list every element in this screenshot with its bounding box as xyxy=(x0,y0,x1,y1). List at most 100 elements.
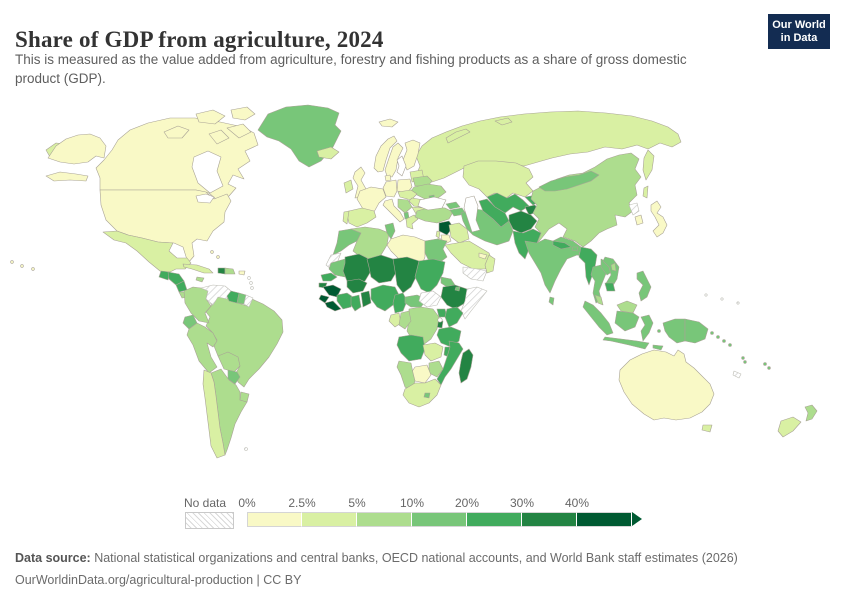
region-myanmar[interactable] xyxy=(578,246,598,286)
region-south-sudan[interactable] xyxy=(418,290,442,308)
region-haiti[interactable] xyxy=(217,267,226,275)
region-lesser-antilles-1[interactable] xyxy=(247,276,251,280)
region-oman[interactable] xyxy=(484,254,496,274)
region-philippines[interactable] xyxy=(636,270,652,302)
region-french-guiana[interactable] xyxy=(243,294,254,308)
region-micronesia-2[interactable] xyxy=(720,297,724,301)
region-peru[interactable] xyxy=(186,322,218,374)
region-russia-kamchatka[interactable] xyxy=(642,149,655,181)
region-papua-new-guinea[interactable] xyxy=(684,318,709,344)
region-sumatra[interactable] xyxy=(582,300,614,336)
region-lesser-antilles-3[interactable] xyxy=(250,286,254,290)
region-niger[interactable] xyxy=(366,254,398,284)
region-dominican-republic[interactable] xyxy=(224,267,236,275)
region-malaysia-borneo[interactable] xyxy=(616,300,638,314)
region-iraq[interactable] xyxy=(448,222,470,244)
region-alaska[interactable] xyxy=(47,133,107,165)
region-kalimantan[interactable] xyxy=(614,310,640,332)
region-portugal[interactable] xyxy=(342,210,350,225)
region-bahamas-2[interactable] xyxy=(216,255,220,259)
legend-bin-3[interactable] xyxy=(412,512,467,527)
region-novaya-zemlya[interactable] xyxy=(445,128,471,144)
owid-logo[interactable]: Our World in Data xyxy=(768,14,830,49)
region-senegal[interactable] xyxy=(320,272,338,282)
region-tasmania[interactable] xyxy=(701,424,713,433)
region-hawaii-1[interactable] xyxy=(10,260,14,264)
region-nepal[interactable] xyxy=(552,240,572,250)
region-new-zealand-north[interactable] xyxy=(804,404,818,422)
region-cambodia[interactable] xyxy=(604,282,616,292)
region-colombia[interactable] xyxy=(183,286,212,324)
region-chad[interactable] xyxy=(392,256,420,294)
region-north-korea[interactable] xyxy=(628,202,640,216)
region-madagascar[interactable] xyxy=(458,348,474,384)
region-guyana[interactable] xyxy=(226,290,240,304)
region-vanuatu-1[interactable] xyxy=(741,356,745,360)
region-togo-benin[interactable] xyxy=(360,290,372,308)
region-micronesia-3[interactable] xyxy=(736,301,740,305)
region-france[interactable] xyxy=(356,186,387,213)
region-china[interactable] xyxy=(530,152,642,248)
region-vanuatu-2[interactable] xyxy=(743,360,747,364)
region-finland[interactable] xyxy=(402,139,421,171)
region-south-africa[interactable] xyxy=(402,378,442,408)
region-guinea[interactable] xyxy=(322,284,342,298)
region-mongolia[interactable] xyxy=(538,170,600,192)
region-falklands[interactable] xyxy=(244,447,248,451)
region-taiwan[interactable] xyxy=(610,262,617,272)
region-micronesia-1[interactable] xyxy=(704,293,708,297)
region-new-zealand-south[interactable] xyxy=(777,416,802,438)
region-severnaya-zemlya[interactable] xyxy=(494,117,513,126)
region-cote-divoire[interactable] xyxy=(336,292,354,310)
region-solomons-3[interactable] xyxy=(722,339,726,343)
legend-bin-0[interactable] xyxy=(247,512,302,527)
region-jamaica[interactable] xyxy=(195,276,205,283)
region-iceland[interactable] xyxy=(316,146,340,160)
region-canada-island-1[interactable] xyxy=(163,125,190,139)
legend-bin-6[interactable] xyxy=(577,512,632,527)
legend-bin-4[interactable] xyxy=(467,512,522,527)
region-uruguay[interactable] xyxy=(239,391,250,403)
legend-bin-2[interactable] xyxy=(357,512,412,527)
region-spain[interactable] xyxy=(346,207,377,228)
legend-bin-5[interactable] xyxy=(522,512,577,527)
region-cameroon[interactable] xyxy=(392,292,408,314)
region-venezuela[interactable] xyxy=(200,284,232,306)
region-bolivia[interactable] xyxy=(217,351,241,373)
region-maluku-1[interactable] xyxy=(657,329,661,333)
region-nigeria[interactable] xyxy=(370,284,400,312)
region-lebanon[interactable] xyxy=(435,230,441,239)
region-greece[interactable] xyxy=(405,214,419,230)
region-burkina-faso[interactable] xyxy=(346,278,368,294)
region-kenya[interactable] xyxy=(444,306,464,328)
region-canada-island-3[interactable] xyxy=(230,106,256,121)
region-lesser-antilles-2[interactable] xyxy=(249,281,253,285)
region-fiji-1[interactable] xyxy=(763,362,767,366)
region-australia[interactable] xyxy=(618,349,715,421)
region-west-papua[interactable] xyxy=(662,318,686,344)
region-canada-island-4[interactable] xyxy=(226,123,252,139)
region-sulawesi[interactable] xyxy=(640,314,654,342)
region-afghanistan[interactable] xyxy=(508,210,538,234)
region-georgia[interactable] xyxy=(445,201,461,210)
region-belarus[interactable] xyxy=(412,175,433,187)
region-liberia[interactable] xyxy=(324,300,342,312)
region-sri-lanka[interactable] xyxy=(548,296,555,306)
region-yemen[interactable] xyxy=(462,266,488,282)
region-tunisia[interactable] xyxy=(384,222,396,240)
region-somalia[interactable] xyxy=(460,286,488,320)
region-italy[interactable] xyxy=(382,198,405,223)
region-ghana[interactable] xyxy=(350,294,362,312)
region-cuba[interactable] xyxy=(182,263,214,274)
region-fiji-2[interactable] xyxy=(767,366,771,370)
region-solomons-2[interactable] xyxy=(716,335,720,339)
region-new-caledonia[interactable] xyxy=(732,370,742,379)
region-canada-island-2[interactable] xyxy=(195,109,226,125)
region-angola[interactable] xyxy=(396,334,426,362)
region-java[interactable] xyxy=(602,336,650,350)
region-germany[interactable] xyxy=(382,179,398,198)
region-hawaii-3[interactable] xyxy=(31,267,35,271)
region-norway[interactable] xyxy=(373,135,398,173)
region-congo[interactable] xyxy=(398,310,412,330)
region-lesotho[interactable] xyxy=(423,392,431,399)
